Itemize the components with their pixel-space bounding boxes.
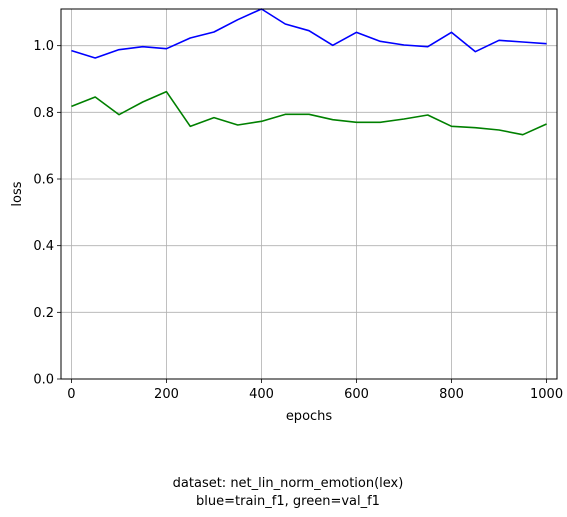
y-tick-label: 0.8	[33, 106, 54, 121]
x-tick-label: 1000	[530, 387, 563, 402]
x-tick-label: 800	[439, 387, 464, 402]
y-tick-label: 0.0	[33, 373, 54, 388]
plot-frame	[60, 8, 558, 380]
train-series-line	[71, 8, 547, 59]
caption-series-key: blue=train_f1, green=val_f1	[196, 494, 380, 509]
x-tick-label: 0	[67, 387, 75, 402]
y-tick-label: 0.4	[33, 239, 54, 254]
x-tick-label: 200	[154, 387, 179, 402]
y-tick-label: 0.2	[33, 306, 54, 321]
y-tick-label: 0.6	[33, 173, 54, 188]
axis-ticks: 0 200 400 600 800 1000 0.0 0.2 0.4 0.6 0.8 1.0	[33, 39, 563, 402]
caption-dataset: dataset: net_lin_norm_emotion(lex)	[173, 476, 404, 491]
series-lines	[71, 8, 547, 136]
x-tick-label: 600	[344, 387, 369, 402]
val-series-line	[71, 90, 547, 136]
y-axis-label: loss	[10, 181, 25, 206]
x-axis-label: epochs	[286, 409, 333, 424]
x-tick-label: 400	[249, 387, 274, 402]
y-tick-label: 1.0	[33, 39, 54, 54]
